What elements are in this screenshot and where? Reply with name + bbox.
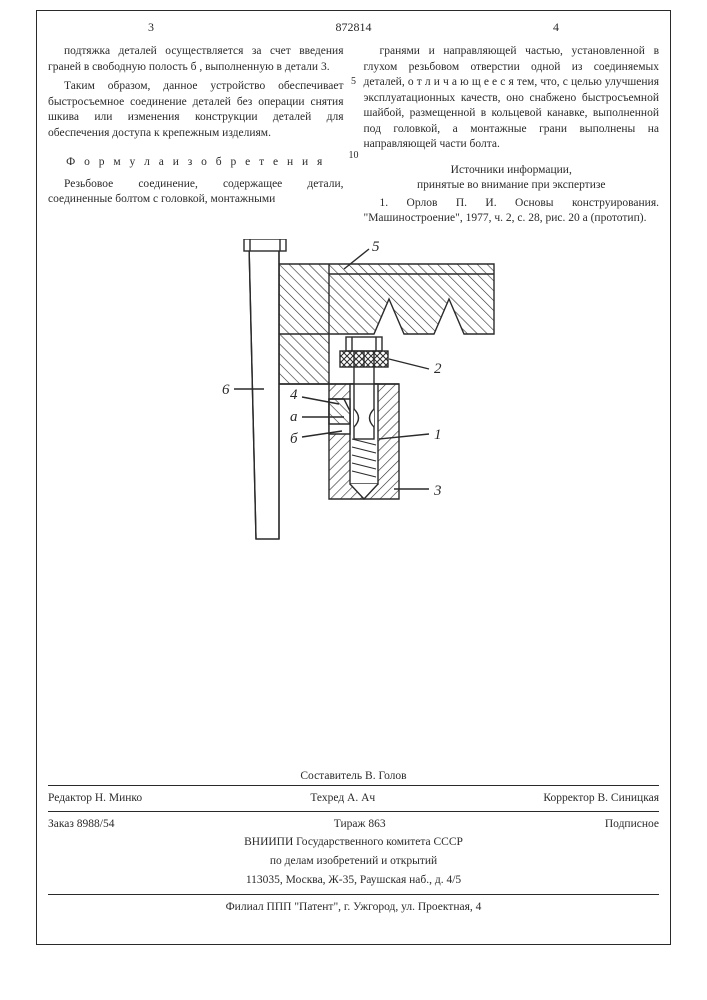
sub: Подписное [605,816,659,833]
order: Заказ 8988/54 [48,816,115,833]
patent-number: 872814 [336,20,372,35]
page-num-left: 3 [148,20,154,35]
header: 3 872814 4 [48,20,659,38]
compiler: Составитель В. Голов [48,768,659,785]
org2: по делам изобретений и открытий [48,853,659,870]
tirage: Тираж 863 [334,816,386,833]
printer: Филиал ППП "Патент", г. Ужгород, ул. Про… [48,894,659,916]
corrector: Корректор В. Синицкая [543,790,659,807]
page-num-right: 4 [553,20,559,35]
line-marker-10: 10 [349,150,359,161]
editor: Редактор Н. Минко [48,790,142,807]
imprint-block: Составитель В. Голов Редактор Н. Минко Т… [48,768,659,916]
addr: 113035, Москва, Ж-35, Раушская наб., д. … [48,872,659,889]
line-marker-5: 5 [351,76,356,87]
org1: ВНИИПИ Государственного комитета СССР [48,834,659,851]
techred: Техред А. Ач [310,790,375,807]
